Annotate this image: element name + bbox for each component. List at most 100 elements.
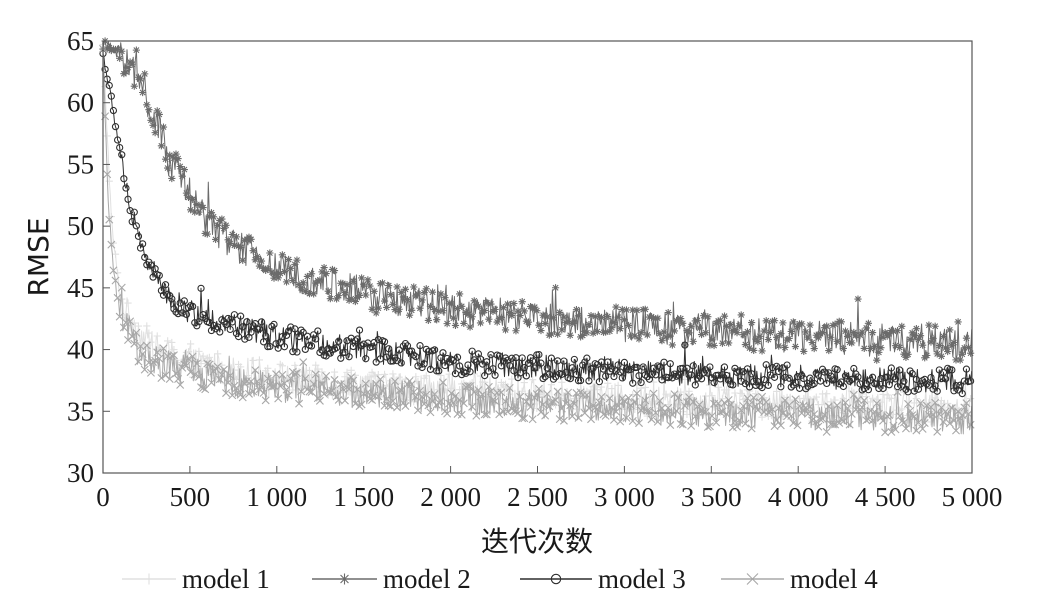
series-point-marker — [602, 328, 610, 336]
series-point-marker — [812, 417, 821, 426]
series-point-marker — [466, 382, 475, 391]
series-point-marker — [570, 317, 578, 325]
series-point-marker — [691, 381, 699, 389]
series-point-marker — [418, 296, 426, 304]
series-point-marker — [314, 277, 322, 285]
series-point-marker — [376, 280, 384, 288]
series-point-marker — [616, 325, 624, 333]
series-point-marker — [597, 313, 606, 322]
series-point-marker — [401, 285, 410, 293]
series-point-marker — [484, 382, 493, 391]
series-point-marker — [804, 333, 812, 341]
series-point-marker — [126, 317, 135, 326]
series-point-marker — [126, 207, 134, 215]
series-point-marker — [140, 365, 149, 374]
series-point-marker — [868, 394, 877, 402]
series-point-marker — [547, 354, 556, 362]
series-point-marker — [958, 389, 966, 398]
series-point-marker — [149, 357, 158, 366]
series-point-marker — [956, 381, 964, 389]
series-point-marker — [147, 116, 155, 124]
series-point-marker — [412, 353, 420, 361]
series-point-marker — [868, 373, 877, 381]
series-point-marker — [189, 195, 197, 204]
series-point-marker — [266, 342, 274, 351]
series-point-marker — [212, 235, 220, 244]
series-point-marker — [255, 262, 264, 270]
series-point-marker — [115, 312, 124, 321]
series-point-marker — [436, 397, 445, 406]
series-point-marker — [341, 373, 349, 381]
series-point-marker — [912, 426, 921, 435]
series-point-marker — [103, 45, 111, 53]
series-point-marker — [620, 396, 629, 405]
series-point-marker — [155, 354, 164, 363]
series-point-marker — [268, 268, 276, 276]
series-point-marker — [497, 313, 505, 322]
series-point-marker — [622, 413, 631, 422]
series-point-marker — [681, 341, 689, 349]
series-point-marker — [353, 335, 362, 343]
series-point-marker — [785, 401, 794, 410]
series-point-marker — [914, 335, 923, 343]
series-point-marker — [543, 364, 551, 372]
series-point-marker — [132, 46, 140, 54]
series-point-marker — [219, 365, 228, 374]
series-point-marker — [820, 410, 829, 419]
series-point-marker — [695, 324, 704, 332]
series-point-marker — [579, 331, 587, 340]
series-point-marker — [670, 327, 679, 335]
series-point-marker — [537, 359, 545, 367]
series-point-marker — [818, 414, 827, 423]
series-point-marker — [261, 396, 270, 405]
series-point-marker — [645, 390, 654, 398]
series-point-marker — [305, 289, 314, 298]
series-point-marker — [386, 402, 395, 411]
series-point-marker — [725, 339, 733, 347]
series-point-marker — [508, 375, 516, 383]
series-point-marker — [253, 253, 261, 261]
series-point-marker — [332, 384, 341, 392]
series-point-marker — [860, 396, 869, 405]
series-point-marker — [272, 270, 280, 278]
series-point-marker — [912, 325, 920, 333]
series-point-marker — [705, 422, 714, 431]
series-point-marker — [827, 372, 835, 380]
series-point-marker — [422, 390, 431, 399]
series-point-marker — [193, 322, 201, 330]
series-point-marker — [702, 329, 710, 337]
series-point-marker — [689, 362, 697, 370]
series-point-marker — [967, 394, 975, 403]
series-point-marker — [201, 385, 210, 394]
series-point-marker — [595, 398, 604, 407]
series-point-marker — [906, 335, 914, 343]
series-point-marker — [939, 368, 948, 376]
series-point-marker — [622, 306, 631, 314]
series-point-marker — [174, 310, 182, 318]
series-point-marker — [871, 342, 879, 350]
series-point-marker — [551, 396, 560, 405]
series-point-marker — [184, 193, 193, 202]
series-point-marker — [904, 399, 913, 408]
series-point-marker — [270, 274, 278, 282]
series-point-marker — [430, 390, 439, 399]
series-point-marker — [866, 344, 875, 353]
series-point-marker — [359, 389, 368, 398]
series-point-marker — [875, 348, 883, 356]
series-point-marker — [687, 421, 696, 430]
series-point-marker — [481, 372, 489, 380]
series-point-marker — [806, 321, 814, 329]
series-point-marker — [714, 399, 723, 408]
series-point-marker — [301, 345, 309, 354]
x-tick-label: 5 000 — [942, 482, 1003, 512]
series-point-marker — [781, 373, 789, 381]
series-point-marker — [376, 355, 384, 363]
y-tick-label: 60 — [67, 88, 94, 118]
series-point-marker — [449, 314, 457, 322]
series-point-marker — [164, 337, 172, 345]
series-point-marker — [145, 329, 153, 337]
series-point-marker — [382, 394, 391, 403]
series-point-marker — [685, 387, 693, 395]
series-point-marker — [410, 283, 418, 291]
series-point-marker — [109, 266, 118, 275]
